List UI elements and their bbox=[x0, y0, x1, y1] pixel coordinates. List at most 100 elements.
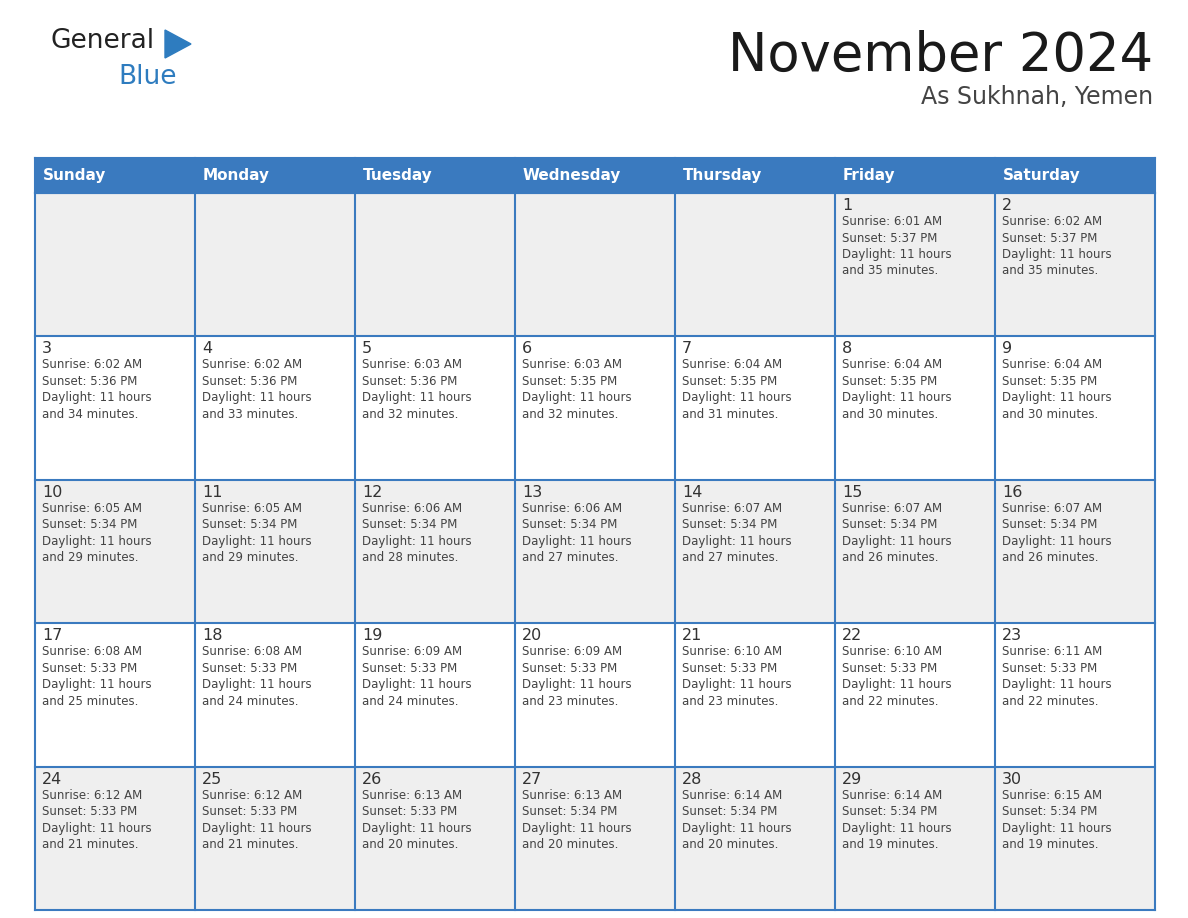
Text: 25: 25 bbox=[202, 772, 222, 787]
Text: Daylight: 11 hours: Daylight: 11 hours bbox=[682, 535, 791, 548]
Text: 13: 13 bbox=[522, 485, 542, 499]
Text: Sunset: 5:34 PM: Sunset: 5:34 PM bbox=[682, 805, 777, 818]
Text: Saturday: Saturday bbox=[1003, 168, 1081, 183]
Text: Wednesday: Wednesday bbox=[523, 168, 621, 183]
Text: and 27 minutes.: and 27 minutes. bbox=[682, 552, 778, 565]
Text: Sunset: 5:34 PM: Sunset: 5:34 PM bbox=[202, 519, 297, 532]
Text: and 33 minutes.: and 33 minutes. bbox=[202, 408, 298, 420]
Text: November 2024: November 2024 bbox=[728, 30, 1154, 82]
Text: Daylight: 11 hours: Daylight: 11 hours bbox=[1001, 248, 1112, 261]
Text: Sunset: 5:33 PM: Sunset: 5:33 PM bbox=[842, 662, 937, 675]
Text: 28: 28 bbox=[682, 772, 702, 787]
Text: and 30 minutes.: and 30 minutes. bbox=[842, 408, 939, 420]
Text: Tuesday: Tuesday bbox=[364, 168, 432, 183]
Text: 10: 10 bbox=[42, 485, 63, 499]
Text: Sunrise: 6:13 AM: Sunrise: 6:13 AM bbox=[522, 789, 623, 801]
Text: Daylight: 11 hours: Daylight: 11 hours bbox=[842, 535, 952, 548]
Text: Sunset: 5:35 PM: Sunset: 5:35 PM bbox=[522, 375, 618, 388]
Text: Sunrise: 6:01 AM: Sunrise: 6:01 AM bbox=[842, 215, 942, 228]
Text: Sunrise: 6:04 AM: Sunrise: 6:04 AM bbox=[682, 358, 782, 372]
Text: Sunrise: 6:05 AM: Sunrise: 6:05 AM bbox=[42, 502, 143, 515]
Text: and 31 minutes.: and 31 minutes. bbox=[682, 408, 778, 420]
Text: Sunrise: 6:03 AM: Sunrise: 6:03 AM bbox=[522, 358, 623, 372]
Text: 23: 23 bbox=[1001, 628, 1022, 644]
Text: Blue: Blue bbox=[118, 64, 177, 90]
Text: Friday: Friday bbox=[843, 168, 896, 183]
Text: Sunset: 5:33 PM: Sunset: 5:33 PM bbox=[362, 662, 457, 675]
Text: 4: 4 bbox=[202, 341, 213, 356]
Text: Sunset: 5:34 PM: Sunset: 5:34 PM bbox=[1001, 805, 1098, 818]
Text: and 27 minutes.: and 27 minutes. bbox=[522, 552, 619, 565]
Text: Sunset: 5:34 PM: Sunset: 5:34 PM bbox=[42, 519, 138, 532]
Text: and 26 minutes.: and 26 minutes. bbox=[1001, 552, 1099, 565]
Polygon shape bbox=[165, 30, 191, 58]
Text: 12: 12 bbox=[362, 485, 383, 499]
Text: and 21 minutes.: and 21 minutes. bbox=[42, 838, 139, 851]
Text: Sunrise: 6:09 AM: Sunrise: 6:09 AM bbox=[522, 645, 623, 658]
Text: Sunrise: 6:13 AM: Sunrise: 6:13 AM bbox=[362, 789, 462, 801]
Text: Daylight: 11 hours: Daylight: 11 hours bbox=[842, 391, 952, 405]
Text: 20: 20 bbox=[522, 628, 542, 644]
Text: 19: 19 bbox=[362, 628, 383, 644]
Text: and 34 minutes.: and 34 minutes. bbox=[42, 408, 138, 420]
Text: Daylight: 11 hours: Daylight: 11 hours bbox=[522, 535, 632, 548]
Text: Daylight: 11 hours: Daylight: 11 hours bbox=[42, 822, 152, 834]
Text: Sunset: 5:37 PM: Sunset: 5:37 PM bbox=[842, 231, 937, 244]
Text: Sunset: 5:35 PM: Sunset: 5:35 PM bbox=[842, 375, 937, 388]
Text: Sunrise: 6:10 AM: Sunrise: 6:10 AM bbox=[682, 645, 782, 658]
Text: 5: 5 bbox=[362, 341, 372, 356]
Text: Sunrise: 6:15 AM: Sunrise: 6:15 AM bbox=[1001, 789, 1102, 801]
Bar bbox=[34, 336, 1155, 480]
Text: Sunset: 5:33 PM: Sunset: 5:33 PM bbox=[362, 805, 457, 818]
Text: Sunday: Sunday bbox=[43, 168, 107, 183]
Text: Sunset: 5:36 PM: Sunset: 5:36 PM bbox=[202, 375, 297, 388]
Text: Daylight: 11 hours: Daylight: 11 hours bbox=[362, 678, 472, 691]
Text: Daylight: 11 hours: Daylight: 11 hours bbox=[1001, 535, 1112, 548]
Text: Sunrise: 6:03 AM: Sunrise: 6:03 AM bbox=[362, 358, 462, 372]
Text: 26: 26 bbox=[362, 772, 383, 787]
Text: Daylight: 11 hours: Daylight: 11 hours bbox=[362, 535, 472, 548]
Text: and 26 minutes.: and 26 minutes. bbox=[842, 552, 939, 565]
Text: 15: 15 bbox=[842, 485, 862, 499]
Text: 11: 11 bbox=[202, 485, 222, 499]
Text: Daylight: 11 hours: Daylight: 11 hours bbox=[42, 391, 152, 405]
Text: Daylight: 11 hours: Daylight: 11 hours bbox=[842, 678, 952, 691]
Text: Sunset: 5:34 PM: Sunset: 5:34 PM bbox=[362, 519, 457, 532]
Text: Sunrise: 6:09 AM: Sunrise: 6:09 AM bbox=[362, 645, 462, 658]
Text: 2: 2 bbox=[1001, 198, 1012, 213]
Text: Daylight: 11 hours: Daylight: 11 hours bbox=[522, 678, 632, 691]
Text: Daylight: 11 hours: Daylight: 11 hours bbox=[202, 391, 311, 405]
Text: and 20 minutes.: and 20 minutes. bbox=[682, 838, 778, 851]
Text: 27: 27 bbox=[522, 772, 542, 787]
Text: Sunrise: 6:11 AM: Sunrise: 6:11 AM bbox=[1001, 645, 1102, 658]
Text: and 20 minutes.: and 20 minutes. bbox=[522, 838, 619, 851]
Text: and 23 minutes.: and 23 minutes. bbox=[682, 695, 778, 708]
Text: Daylight: 11 hours: Daylight: 11 hours bbox=[42, 678, 152, 691]
Text: Sunrise: 6:04 AM: Sunrise: 6:04 AM bbox=[842, 358, 942, 372]
Text: and 30 minutes.: and 30 minutes. bbox=[1001, 408, 1098, 420]
Text: Sunrise: 6:02 AM: Sunrise: 6:02 AM bbox=[42, 358, 143, 372]
Text: Sunrise: 6:14 AM: Sunrise: 6:14 AM bbox=[842, 789, 942, 801]
Text: and 25 minutes.: and 25 minutes. bbox=[42, 695, 138, 708]
Text: Sunset: 5:34 PM: Sunset: 5:34 PM bbox=[842, 519, 937, 532]
Text: 29: 29 bbox=[842, 772, 862, 787]
Text: Sunset: 5:33 PM: Sunset: 5:33 PM bbox=[522, 662, 618, 675]
Text: and 23 minutes.: and 23 minutes. bbox=[522, 695, 619, 708]
Text: Sunset: 5:33 PM: Sunset: 5:33 PM bbox=[682, 662, 777, 675]
Text: General: General bbox=[50, 28, 154, 54]
Text: Monday: Monday bbox=[203, 168, 270, 183]
Text: Sunrise: 6:10 AM: Sunrise: 6:10 AM bbox=[842, 645, 942, 658]
Text: Sunset: 5:34 PM: Sunset: 5:34 PM bbox=[522, 519, 618, 532]
Text: 9: 9 bbox=[1001, 341, 1012, 356]
Text: and 22 minutes.: and 22 minutes. bbox=[842, 695, 939, 708]
Text: Daylight: 11 hours: Daylight: 11 hours bbox=[202, 822, 311, 834]
Text: and 24 minutes.: and 24 minutes. bbox=[202, 695, 298, 708]
Text: Daylight: 11 hours: Daylight: 11 hours bbox=[522, 822, 632, 834]
Text: Sunset: 5:33 PM: Sunset: 5:33 PM bbox=[42, 662, 138, 675]
Text: Sunset: 5:33 PM: Sunset: 5:33 PM bbox=[42, 805, 138, 818]
Text: Daylight: 11 hours: Daylight: 11 hours bbox=[362, 822, 472, 834]
Text: Daylight: 11 hours: Daylight: 11 hours bbox=[842, 248, 952, 261]
Text: Sunrise: 6:07 AM: Sunrise: 6:07 AM bbox=[682, 502, 782, 515]
Text: 18: 18 bbox=[202, 628, 222, 644]
Text: 8: 8 bbox=[842, 341, 852, 356]
